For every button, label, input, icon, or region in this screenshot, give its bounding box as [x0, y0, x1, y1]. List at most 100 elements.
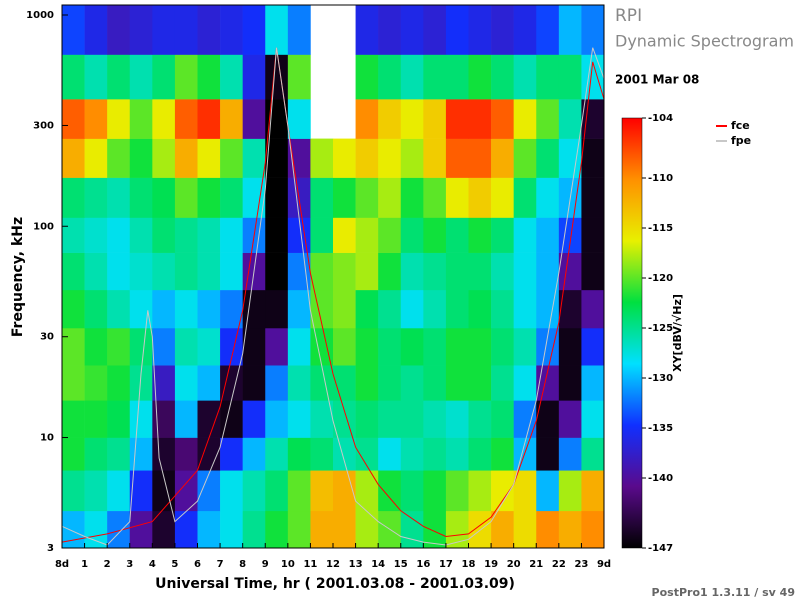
heat-cell — [400, 5, 424, 55]
heat-cell — [174, 54, 198, 100]
heat-cell — [310, 252, 334, 291]
heat-cell — [558, 99, 582, 139]
x-tick-label: 8 — [239, 559, 246, 570]
heat-cell — [174, 99, 198, 139]
heat-cell — [423, 400, 447, 438]
heat-cell — [174, 510, 198, 549]
heat-cell — [558, 365, 582, 401]
heat-cell — [423, 510, 447, 549]
heat-cell — [468, 252, 492, 291]
heat-cell — [84, 252, 108, 291]
heat-cell — [423, 437, 447, 471]
heat-cell — [220, 54, 243, 100]
heat-cell — [152, 437, 176, 471]
heat-cell — [174, 289, 198, 329]
heat-cell — [129, 327, 153, 366]
heat-cell — [333, 252, 356, 291]
heat-cell — [62, 400, 85, 438]
heat-cell — [84, 5, 108, 55]
heat-cell — [287, 327, 311, 366]
heat-cell — [84, 54, 108, 100]
heat-cell — [107, 99, 131, 139]
heat-cell — [287, 138, 311, 178]
heat-cell — [355, 177, 379, 218]
heat-cell — [129, 54, 153, 100]
x-tick-label: 20 — [507, 559, 521, 570]
colorbar-title: XY[dBV/√Hz] — [671, 294, 684, 372]
heat-cell — [62, 510, 85, 549]
heat-cell — [107, 365, 131, 401]
heat-cell — [378, 470, 402, 512]
heat-cell — [581, 327, 605, 366]
heat-cell — [265, 5, 289, 55]
heat-cell — [129, 510, 153, 549]
heat-cell — [265, 177, 289, 218]
heat-cell — [333, 327, 356, 366]
heat-cell — [84, 138, 108, 178]
heat-cell — [129, 365, 153, 401]
heat-cell — [84, 510, 108, 549]
y-tick-label: 300 — [33, 120, 54, 131]
heat-cell — [174, 470, 198, 512]
heat-cell — [333, 217, 356, 253]
heat-cell — [197, 470, 221, 512]
heat-cell — [220, 327, 243, 366]
heat-cell — [220, 5, 243, 55]
heat-cell — [84, 365, 108, 401]
heat-cell — [491, 365, 514, 401]
x-tick-label: 5 — [171, 559, 178, 570]
heat-cell — [333, 365, 356, 401]
heat-cell — [242, 54, 266, 100]
colorbar-tick-label: -115 — [648, 223, 673, 234]
x-tick-label: 6 — [194, 559, 201, 570]
heat-cell — [220, 470, 243, 512]
heat-cell — [423, 217, 447, 253]
y-tick-label: 1000 — [26, 10, 54, 21]
heat-cell — [513, 510, 537, 549]
heat-cell — [558, 510, 582, 549]
heat-cell — [581, 365, 605, 401]
colorbar-tick-label: -135 — [648, 423, 673, 434]
colorbar-tick-label: -125 — [648, 323, 673, 334]
x-tick-label: 15 — [394, 559, 408, 570]
heat-cell — [197, 138, 221, 178]
heat-cell — [197, 177, 221, 218]
heat-cell — [400, 252, 424, 291]
heat-cell — [265, 327, 289, 366]
heat-cell — [581, 289, 605, 329]
heat-cell — [62, 437, 85, 471]
heat-cell — [491, 252, 514, 291]
heat-cell — [174, 365, 198, 401]
heat-cell — [287, 289, 311, 329]
heat-cell — [558, 327, 582, 366]
heat-cell — [84, 400, 108, 438]
heat-cell — [129, 5, 153, 55]
heat-cell — [152, 5, 176, 55]
heat-cell — [152, 289, 176, 329]
heat-cell — [536, 510, 560, 549]
heat-cell — [536, 177, 560, 218]
heat-cell — [581, 54, 605, 100]
heat-cell — [355, 252, 379, 291]
heat-cell — [378, 327, 402, 366]
heat-cell — [197, 437, 221, 471]
heat-cell — [174, 217, 198, 253]
heat-cell — [558, 138, 582, 178]
heat-cell — [423, 470, 447, 512]
heat-cell — [152, 327, 176, 366]
heat-cell — [558, 400, 582, 438]
heat-cell — [581, 510, 605, 549]
heat-cell — [355, 437, 379, 471]
heat-cell — [445, 138, 469, 178]
heat-cell — [174, 177, 198, 218]
heat-cell — [400, 510, 424, 549]
heat-cell — [581, 5, 605, 55]
heat-cell — [378, 217, 402, 253]
heat-cell — [287, 365, 311, 401]
heat-cell — [491, 437, 514, 471]
x-tick-label: 9 — [262, 559, 269, 570]
heat-cell — [423, 5, 447, 55]
heat-cell — [310, 365, 334, 401]
heat-cell — [220, 400, 243, 438]
heat-cell — [107, 437, 131, 471]
